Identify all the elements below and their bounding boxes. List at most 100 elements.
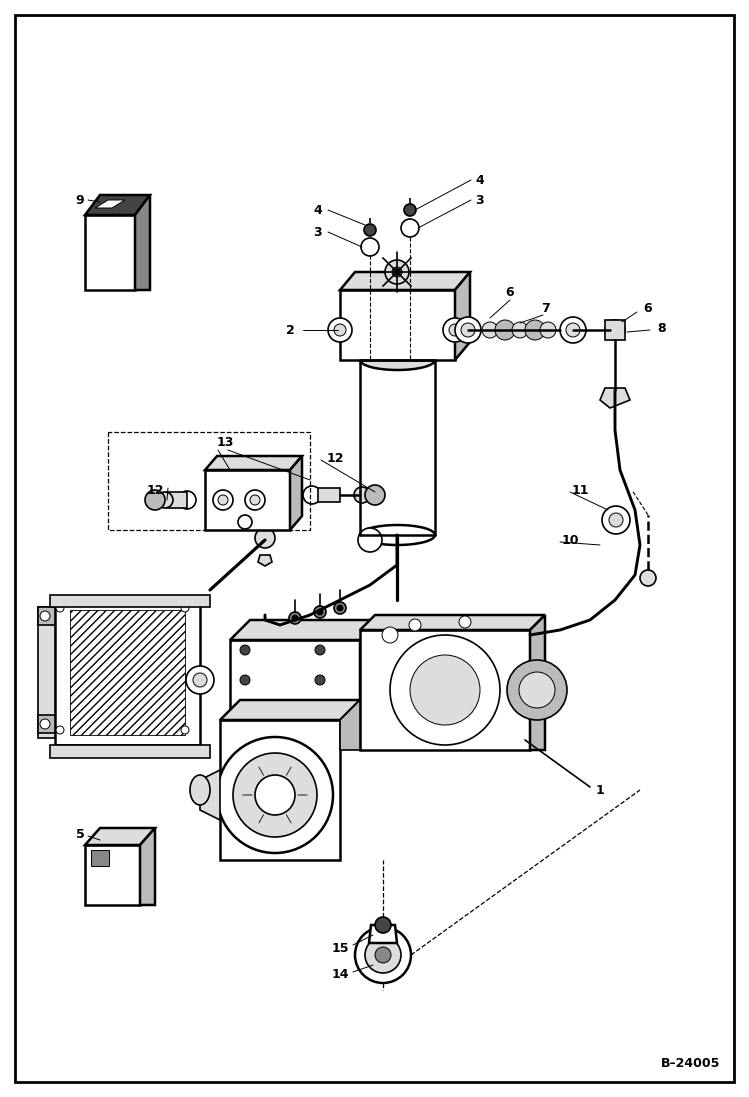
Circle shape	[602, 506, 630, 534]
Polygon shape	[50, 595, 210, 607]
Polygon shape	[50, 745, 210, 758]
Circle shape	[375, 947, 391, 963]
Circle shape	[363, 636, 371, 644]
Circle shape	[255, 774, 295, 815]
Circle shape	[512, 323, 528, 338]
Polygon shape	[220, 720, 340, 860]
Circle shape	[193, 672, 207, 687]
Polygon shape	[230, 620, 380, 640]
Circle shape	[56, 726, 64, 734]
Circle shape	[361, 238, 379, 256]
Circle shape	[392, 267, 402, 278]
Polygon shape	[258, 555, 272, 566]
Text: 5: 5	[76, 828, 85, 841]
Circle shape	[449, 324, 461, 336]
Circle shape	[560, 317, 586, 343]
Polygon shape	[85, 195, 150, 215]
Polygon shape	[290, 456, 302, 530]
Text: 6: 6	[643, 302, 652, 315]
Ellipse shape	[360, 525, 435, 545]
Polygon shape	[230, 640, 360, 720]
Circle shape	[255, 528, 275, 548]
Circle shape	[315, 675, 325, 685]
Circle shape	[181, 726, 189, 734]
Polygon shape	[38, 607, 55, 738]
Circle shape	[540, 323, 556, 338]
Circle shape	[218, 495, 228, 505]
Circle shape	[238, 514, 252, 529]
Text: 9: 9	[76, 193, 85, 206]
Polygon shape	[85, 845, 140, 905]
Text: 12: 12	[327, 452, 344, 464]
Circle shape	[495, 320, 515, 340]
Circle shape	[245, 490, 265, 510]
Circle shape	[410, 655, 480, 725]
Circle shape	[240, 675, 250, 685]
Circle shape	[355, 927, 411, 983]
Circle shape	[178, 491, 196, 509]
Text: 15: 15	[331, 941, 349, 954]
Circle shape	[382, 627, 398, 643]
Circle shape	[240, 645, 250, 655]
Polygon shape	[140, 828, 155, 905]
Circle shape	[157, 491, 173, 508]
Ellipse shape	[190, 774, 210, 805]
Polygon shape	[205, 470, 290, 530]
Text: 2: 2	[285, 324, 294, 337]
Circle shape	[375, 917, 391, 934]
Circle shape	[461, 323, 475, 337]
Text: 3: 3	[314, 226, 322, 238]
Polygon shape	[340, 272, 470, 290]
Bar	[70, 610, 185, 735]
Circle shape	[365, 485, 385, 505]
Polygon shape	[220, 700, 360, 720]
Circle shape	[40, 611, 50, 621]
Circle shape	[337, 606, 343, 611]
Circle shape	[365, 937, 401, 973]
Text: 11: 11	[571, 484, 589, 497]
Text: 14: 14	[331, 969, 349, 982]
Text: 12: 12	[146, 484, 164, 497]
Circle shape	[181, 604, 189, 612]
Polygon shape	[360, 620, 380, 720]
Polygon shape	[318, 488, 340, 502]
Circle shape	[507, 660, 567, 720]
Circle shape	[314, 606, 326, 618]
Polygon shape	[85, 828, 155, 845]
Circle shape	[455, 317, 481, 343]
Circle shape	[409, 619, 421, 631]
Circle shape	[404, 204, 416, 216]
Circle shape	[186, 666, 214, 694]
Circle shape	[363, 681, 371, 689]
Circle shape	[566, 323, 580, 337]
Polygon shape	[360, 630, 530, 750]
Text: 4: 4	[314, 204, 322, 216]
Circle shape	[145, 490, 165, 510]
Polygon shape	[369, 925, 397, 943]
Polygon shape	[340, 700, 360, 750]
Circle shape	[334, 602, 346, 614]
Text: 10: 10	[561, 533, 579, 546]
Polygon shape	[85, 215, 135, 290]
Polygon shape	[38, 715, 55, 733]
Circle shape	[40, 719, 50, 730]
Circle shape	[334, 324, 346, 336]
Circle shape	[315, 645, 325, 655]
Circle shape	[240, 700, 250, 710]
Circle shape	[525, 320, 545, 340]
Polygon shape	[530, 615, 545, 750]
Circle shape	[640, 570, 656, 586]
Polygon shape	[38, 607, 55, 625]
Text: 1: 1	[595, 783, 604, 796]
Bar	[91, 850, 109, 866]
Polygon shape	[600, 388, 630, 408]
Text: 6: 6	[506, 285, 515, 298]
Text: 8: 8	[658, 321, 667, 335]
Circle shape	[443, 318, 467, 342]
Polygon shape	[360, 615, 545, 630]
Circle shape	[390, 635, 500, 745]
Circle shape	[317, 609, 323, 615]
Text: 13: 13	[216, 437, 234, 450]
Text: B–24005: B–24005	[661, 1058, 720, 1070]
Circle shape	[401, 219, 419, 237]
